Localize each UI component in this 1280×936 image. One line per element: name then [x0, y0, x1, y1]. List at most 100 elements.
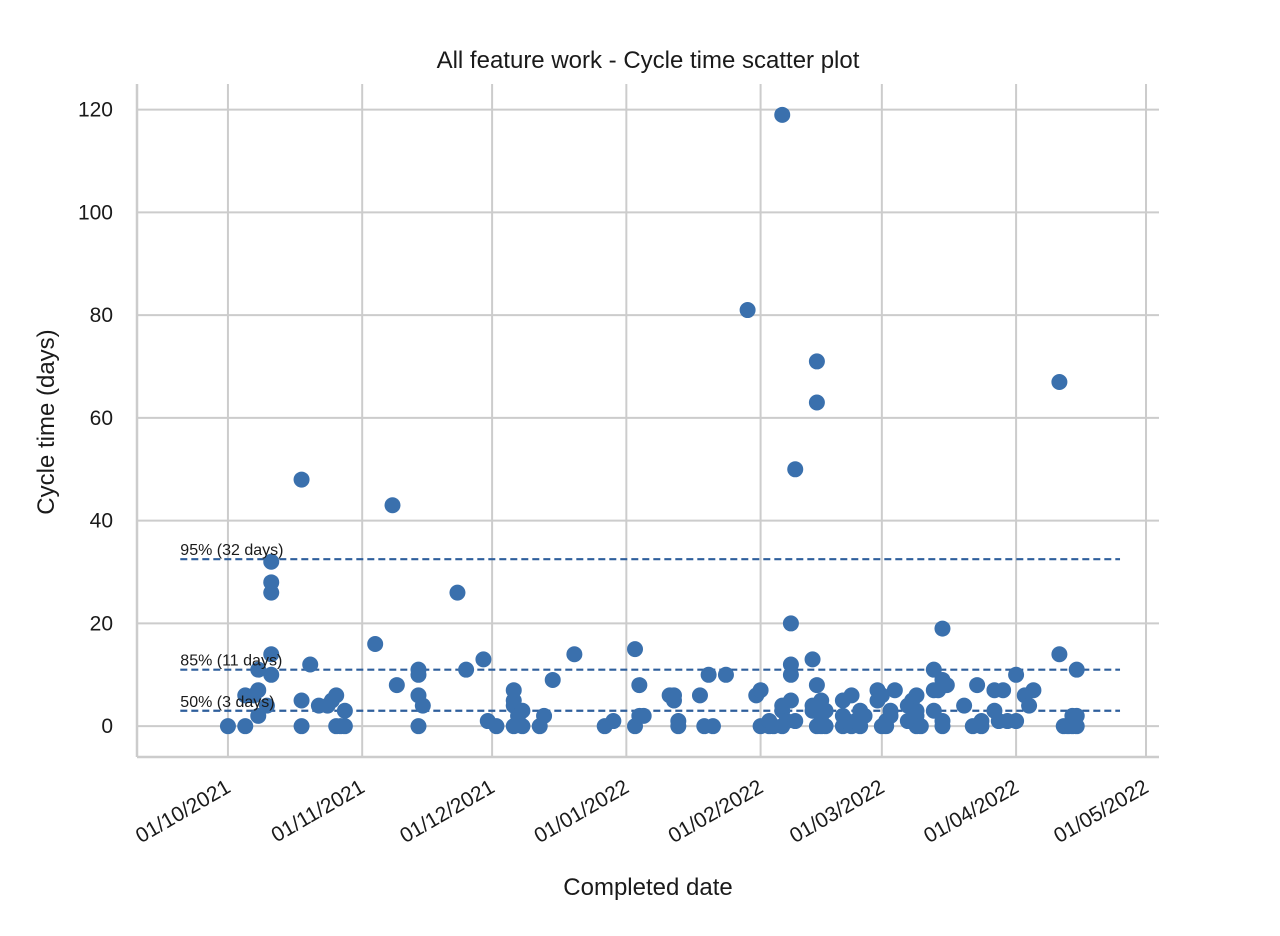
y-tick-label: 120 [78, 99, 113, 122]
data-point [856, 707, 873, 724]
x-tick-label: 01/01/2022 [530, 775, 633, 847]
data-point [293, 692, 310, 709]
x-tick-label: 01/05/2022 [1050, 775, 1153, 847]
data-point [817, 718, 834, 735]
x-tick-label: 01/10/2021 [132, 775, 235, 847]
data-point [1008, 666, 1025, 683]
data-point [336, 718, 353, 735]
data-point [787, 713, 804, 730]
data-point [739, 302, 756, 319]
percentile-label: 95% (32 days) [180, 542, 283, 559]
data-point [388, 677, 405, 694]
data-point [219, 718, 236, 735]
labels: 0 20 40 60 80 100 120 01/10/2021 01/11/2021 01/12… [78, 99, 1153, 848]
data-point [938, 677, 955, 694]
data-point [908, 687, 925, 704]
y-tick-label: 60 [90, 407, 113, 430]
data-point [336, 702, 353, 719]
y-tick-label: 80 [90, 304, 113, 327]
data-point [475, 651, 492, 668]
x-tick-label: 01/04/2022 [920, 775, 1023, 847]
data-point [627, 641, 644, 658]
data-point [1021, 697, 1038, 714]
y-tick-label: 40 [90, 510, 113, 533]
data-point [458, 661, 475, 678]
data-point [817, 702, 834, 719]
data-point [449, 584, 466, 601]
data-point [787, 461, 804, 478]
data-point [908, 702, 925, 719]
percentile-label: 85% (11 days) [180, 653, 282, 670]
x-tick-label: 01/11/2021 [268, 775, 369, 847]
data-point [505, 682, 522, 699]
data-point [995, 682, 1012, 699]
data-point [566, 646, 583, 663]
data-point [912, 718, 929, 735]
data-point [237, 718, 254, 735]
data-point [302, 656, 319, 673]
data-point [514, 702, 531, 719]
data-point [1051, 373, 1068, 390]
data-point [670, 713, 687, 730]
data-point [704, 718, 721, 735]
data-point [635, 707, 652, 724]
x-tick-label: 01/03/2022 [786, 775, 889, 847]
data-point [1051, 646, 1068, 663]
data-point [969, 677, 986, 694]
data-point [752, 682, 769, 699]
data-point [782, 615, 799, 632]
y-tick-label: 100 [78, 201, 113, 224]
data-point [263, 553, 280, 570]
data-point [782, 692, 799, 709]
data-point [873, 687, 890, 704]
data-point [410, 661, 427, 678]
data-point [934, 713, 951, 730]
data-point [886, 682, 903, 699]
data-point [1008, 713, 1025, 730]
data-point [258, 697, 275, 714]
data-point [843, 687, 860, 704]
x-tick-label: 01/02/2022 [665, 775, 768, 847]
chart-title: All feature work - Cycle time scatter pl… [437, 47, 860, 74]
data-point [808, 394, 825, 411]
data-point [808, 677, 825, 694]
data-point [263, 574, 280, 591]
data-point [536, 707, 553, 724]
data-point [384, 497, 401, 514]
data-point [293, 471, 310, 488]
data-point [293, 718, 310, 735]
x-tick-label: 01/12/2021 [396, 775, 499, 847]
data-point [605, 713, 622, 730]
data-point [665, 687, 682, 704]
data-point [774, 106, 791, 123]
data-point [328, 687, 345, 704]
data-point [410, 718, 427, 735]
data-point [250, 661, 267, 678]
data-point [808, 353, 825, 370]
data-point [544, 671, 561, 688]
data-point [1068, 707, 1085, 724]
y-tick-label: 0 [101, 715, 113, 738]
data-point [414, 697, 431, 714]
data-point [934, 620, 951, 637]
data-point [488, 718, 505, 735]
data-point [250, 682, 267, 699]
data-point [367, 635, 384, 652]
data-point [782, 656, 799, 673]
data-point [263, 646, 280, 663]
grid [137, 84, 1159, 757]
x-axis-title: Completed date [563, 874, 732, 901]
data-point [882, 702, 899, 719]
data-point [691, 687, 708, 704]
data-point [263, 666, 280, 683]
percentile-label: 50% (3 days) [180, 694, 274, 711]
axes [135, 84, 1159, 759]
data-point [700, 666, 717, 683]
data-point [973, 713, 990, 730]
data-point [1025, 682, 1042, 699]
data-point [804, 651, 821, 668]
data-points [219, 106, 1085, 735]
data-point [1068, 661, 1085, 678]
data-point [717, 666, 734, 683]
